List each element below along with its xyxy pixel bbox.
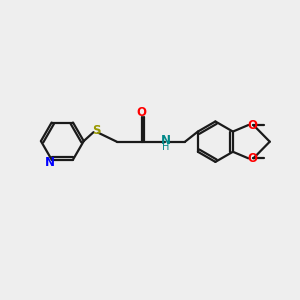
Text: O: O: [247, 118, 257, 131]
Text: O: O: [247, 152, 257, 165]
Text: N: N: [160, 134, 170, 147]
Text: S: S: [92, 124, 100, 137]
Text: O: O: [137, 106, 147, 119]
Text: H: H: [162, 142, 169, 152]
Text: N: N: [45, 156, 55, 169]
